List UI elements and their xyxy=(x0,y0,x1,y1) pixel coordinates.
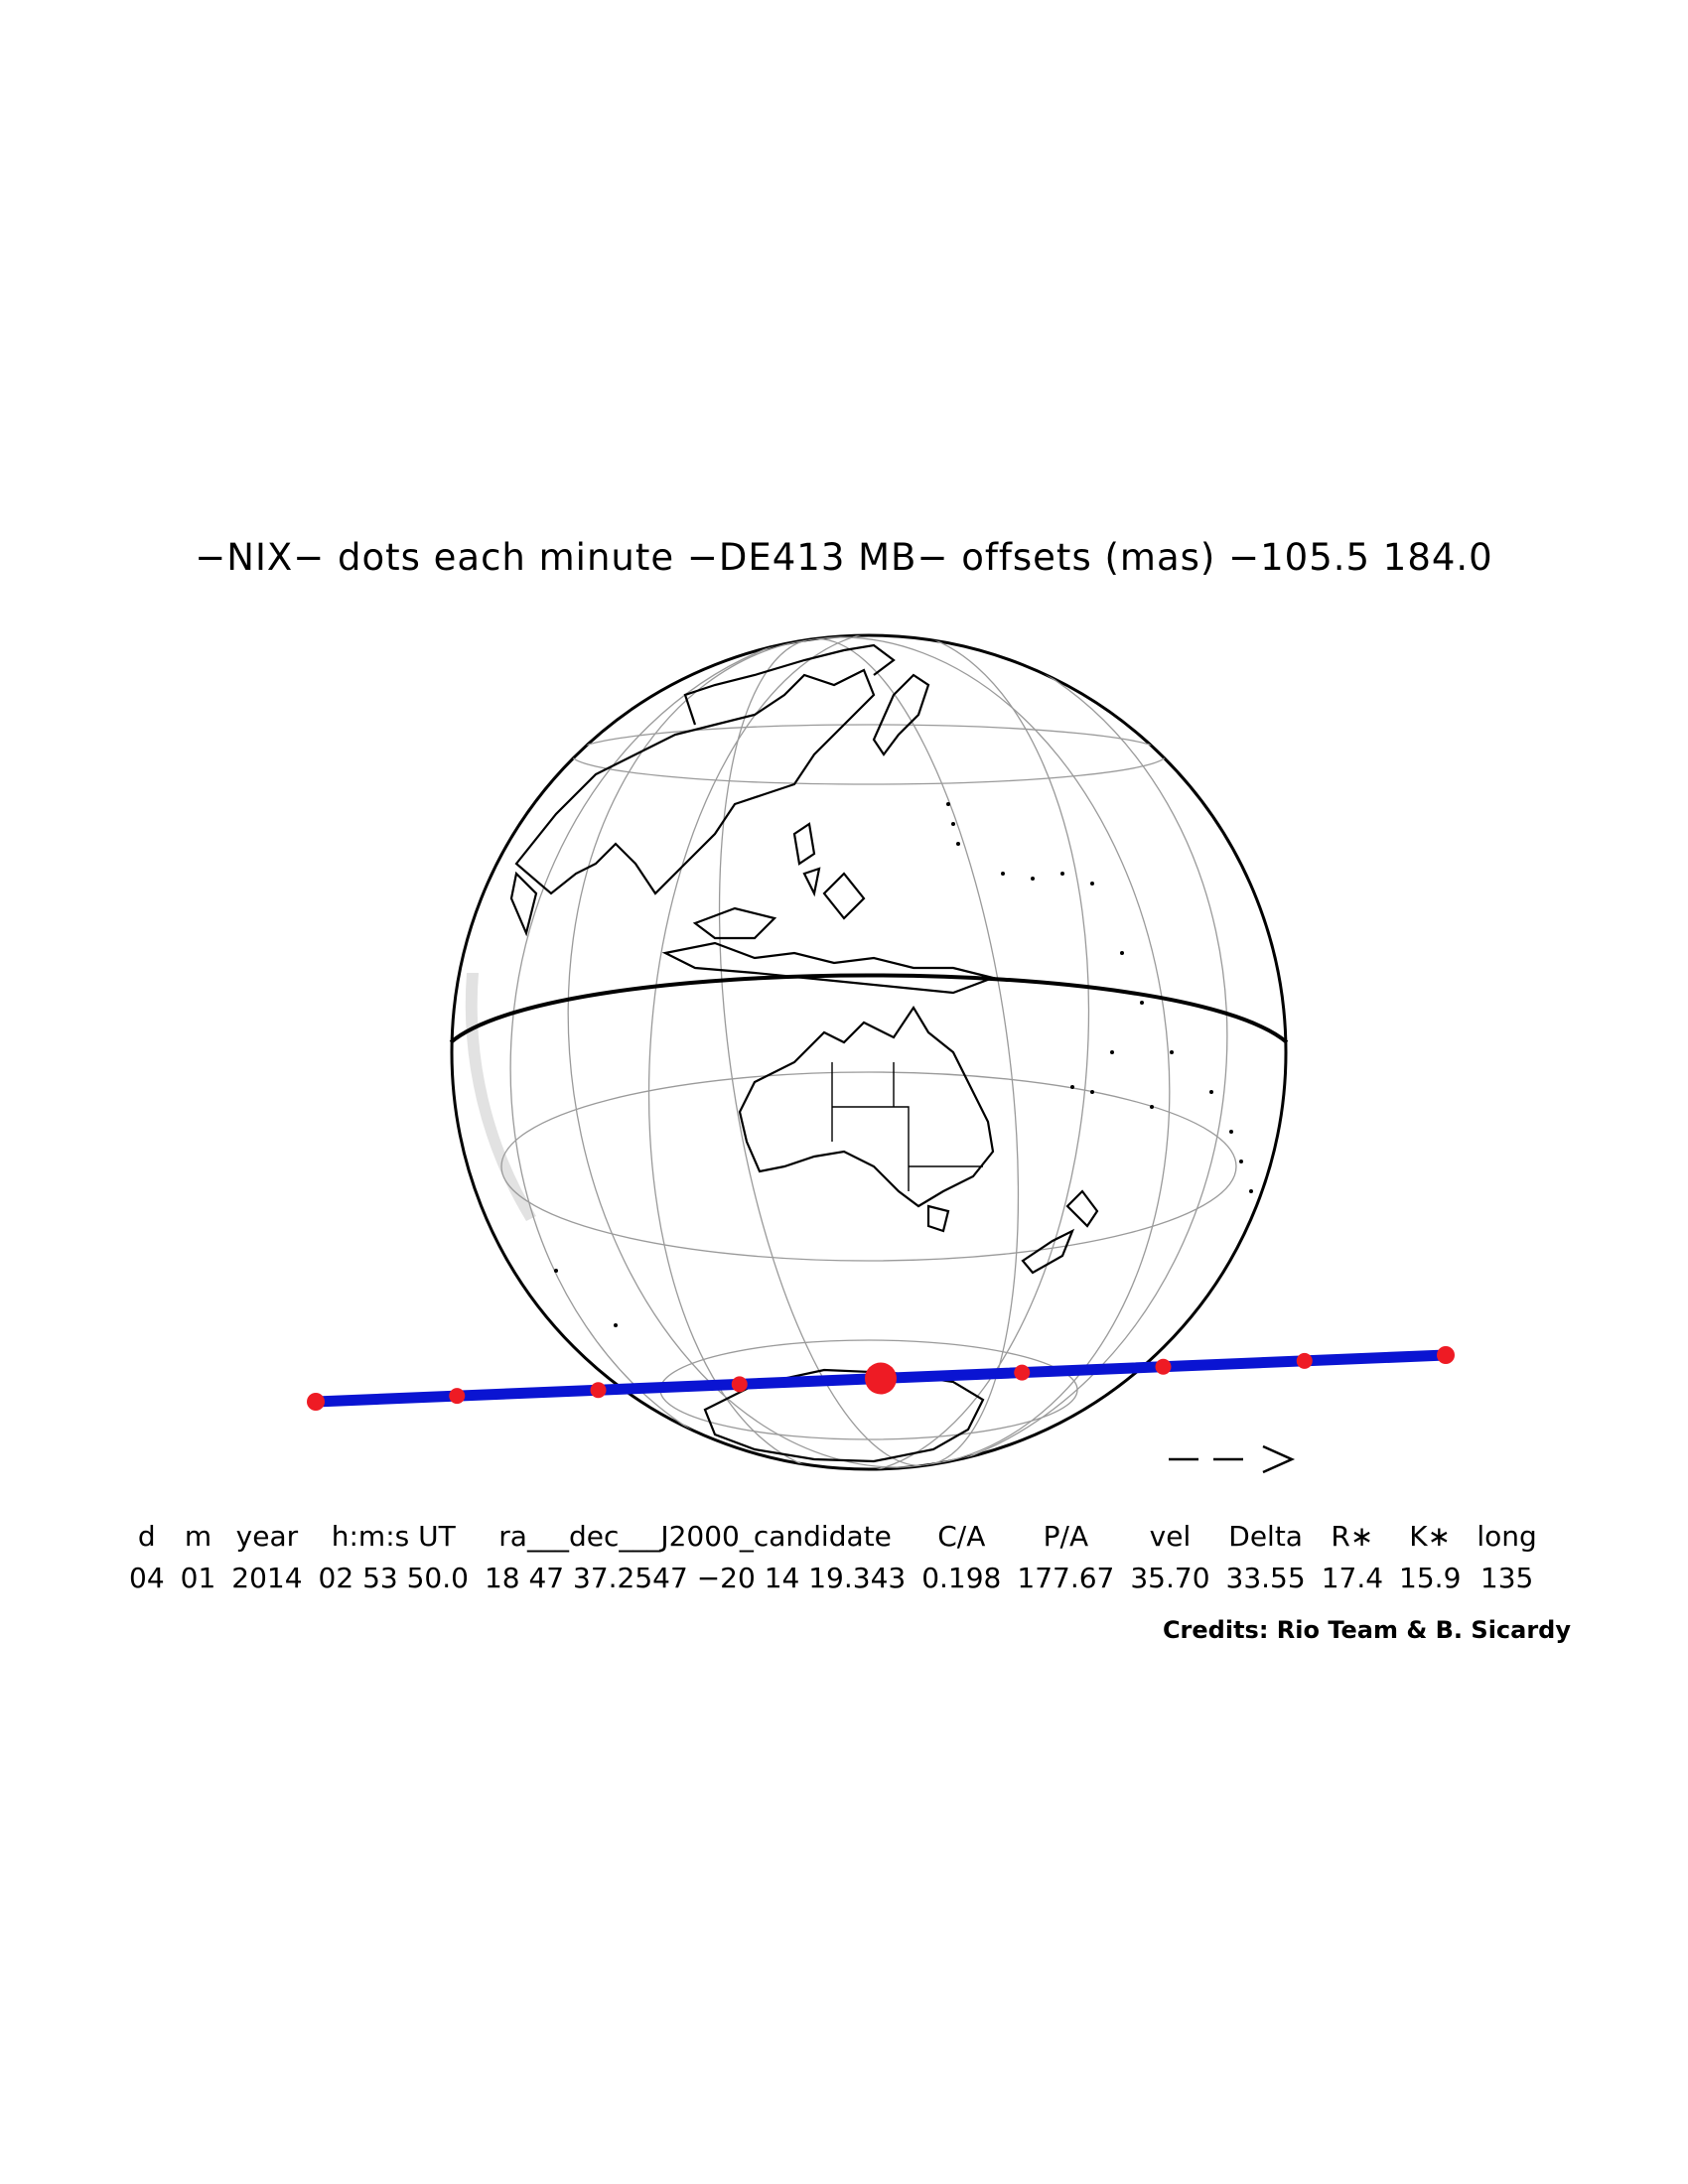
table-header-cell: Delta xyxy=(1228,1519,1303,1553)
table-header-cell: year xyxy=(235,1519,299,1553)
table-header-cell: h:m:s UT xyxy=(331,1519,456,1553)
table-value-cell: 0.198 xyxy=(921,1561,1002,1594)
table-value-cell: 04 xyxy=(129,1561,165,1594)
occultation-globe-map xyxy=(307,633,1455,1474)
table-header-cell: C/A xyxy=(937,1519,986,1553)
central-instant-dot xyxy=(865,1362,897,1395)
table-header-cell: K∗ xyxy=(1409,1519,1452,1553)
table-value-cell: 01 xyxy=(180,1561,216,1594)
globe-limb-shadow xyxy=(465,973,536,1221)
table-value-cell: 177.67 xyxy=(1017,1561,1115,1594)
pacific-islands xyxy=(554,802,1253,1327)
minute-dot xyxy=(307,1393,325,1411)
map-title: −NIX− dots each minute −DE413 MB− offset… xyxy=(195,536,1493,579)
direction-arrow xyxy=(1169,1444,1296,1474)
minute-dots xyxy=(307,1346,1455,1411)
table-value-cell: 02 53 50.0 xyxy=(318,1561,469,1594)
credits-text: Credits: Rio Team & B. Sicardy xyxy=(1162,1616,1571,1644)
table-header-cell: d xyxy=(137,1519,156,1553)
occultation-track xyxy=(307,1346,1455,1411)
equator-line xyxy=(449,973,1289,1044)
minute-dot xyxy=(731,1376,748,1393)
minute-dot xyxy=(590,1382,607,1399)
minute-dot xyxy=(1437,1346,1455,1364)
table-header-cell: P/A xyxy=(1043,1519,1089,1553)
minute-dot xyxy=(1155,1358,1172,1375)
table-value-cell: 15.9 xyxy=(1399,1561,1462,1594)
occultation-parameters-table: d m year h:m:s UT ra___dec___J2000_candidate… xyxy=(121,1515,1545,1598)
globe-outline xyxy=(450,633,1288,1471)
coastlines xyxy=(509,643,1099,1463)
table-header-cell: R∗ xyxy=(1331,1519,1374,1553)
minute-dot xyxy=(1296,1352,1313,1369)
minute-dot xyxy=(449,1388,466,1405)
table-value-cell: 18 47 37.2547 −20 14 19.343 xyxy=(484,1561,907,1594)
table-header-cell: long xyxy=(1477,1519,1537,1553)
table-header-cell: ra___dec___J2000_candidate xyxy=(498,1519,892,1553)
minute-dot xyxy=(1014,1364,1031,1381)
table-value-cell: 135 xyxy=(1479,1561,1534,1594)
table-value-cell: 35.70 xyxy=(1130,1561,1210,1594)
table-values-row: 04 01 2014 02 53 50.0 18 47 37.2547 −20 14 1… xyxy=(121,1557,1545,1598)
table-value-cell: 33.55 xyxy=(1225,1561,1306,1594)
table-value-cell: 2014 xyxy=(231,1561,303,1594)
table-header-cell: m xyxy=(184,1519,212,1553)
table-header-cell: vel xyxy=(1149,1519,1192,1553)
table-value-cell: 17.4 xyxy=(1321,1561,1384,1594)
table-header-row: d m year h:m:s UT ra___dec___J2000_candidate… xyxy=(121,1515,1545,1557)
